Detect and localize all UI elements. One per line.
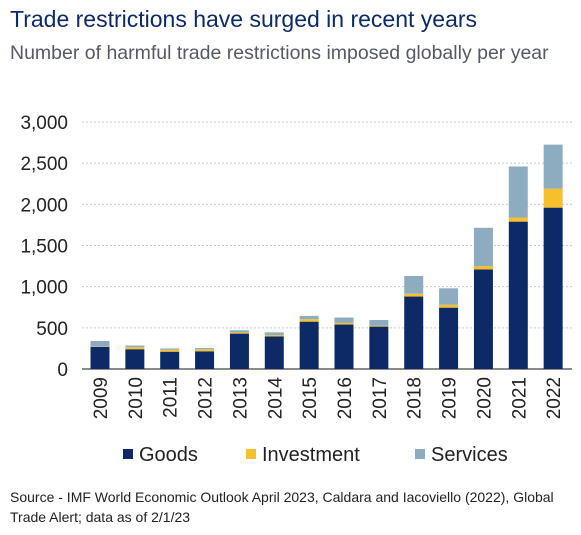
x-tick-label: 2010 [126, 377, 147, 419]
bar-goods-2019 [439, 307, 459, 369]
bar-services-2012 [195, 348, 215, 350]
bar-goods-2012 [195, 351, 215, 369]
bar-goods-2021 [508, 221, 528, 369]
bar-services-2020 [473, 227, 493, 267]
y-tick-label: 0 [57, 360, 68, 381]
source-note: Source - IMF World Economic Outlook Apri… [10, 489, 554, 525]
bar-services-2022 [543, 144, 563, 189]
y-axis-tick-labels: 0 500 1,000 1,500 2,000 2,500 3,000 [20, 113, 68, 381]
bar-goods-2010 [125, 349, 145, 369]
bar-investment-2013 [229, 332, 249, 334]
y-tick-label: 2,500 [20, 154, 68, 175]
bar-services-2018 [404, 275, 424, 294]
bar-services-2011 [160, 348, 180, 350]
bar-services-2021 [508, 166, 528, 218]
legend: Goods Investment Services [123, 444, 508, 466]
bar-goods-2017 [369, 326, 389, 369]
x-tick-label: 2022 [544, 377, 565, 419]
y-tick-label: 2,000 [20, 195, 68, 216]
bar-investment-2011 [160, 349, 180, 352]
x-tick-label: 2020 [474, 377, 495, 419]
bar-services-2009 [90, 341, 110, 347]
legend-label-investment: Investment [262, 444, 360, 466]
bar-investment-2021 [508, 217, 528, 222]
gridlines [82, 121, 572, 370]
bar-investment-2017 [369, 325, 389, 327]
bar-services-2010 [125, 345, 145, 348]
x-tick-label: 2013 [230, 377, 251, 419]
x-tick-label: 2019 [440, 377, 461, 419]
chart-subtitle: Number of harmful trade restrictions imp… [10, 42, 549, 64]
legend-label-services: Services [431, 444, 508, 466]
bar-goods-2009 [90, 346, 110, 369]
bar-services-2017 [369, 320, 389, 326]
bar-investment-2020 [473, 266, 493, 270]
bar-services-2019 [439, 288, 459, 305]
bar-investment-2018 [404, 293, 424, 297]
bar-investment-2014 [264, 335, 284, 337]
bar-investment-2019 [439, 304, 459, 308]
x-tick-label: 2017 [370, 377, 391, 419]
x-axis-tick-labels: 2009 2010 2011 2012 2013 2014 2015 2016 2017 2018… [91, 377, 565, 420]
bar-investment-2012 [195, 349, 215, 352]
x-tick-label: 2021 [509, 377, 530, 419]
x-tick-label: 2015 [300, 377, 321, 419]
bar-services-2015 [299, 315, 319, 320]
x-tick-label: 2014 [265, 377, 286, 420]
y-tick-label: 1,000 [20, 278, 68, 299]
bar-goods-2014 [264, 336, 284, 369]
bar-services-2016 [334, 317, 354, 323]
legend-swatch-services [415, 449, 425, 459]
x-tick-label: 2011 [161, 377, 182, 418]
bar-goods-2013 [229, 333, 249, 369]
y-tick-label: 1,500 [20, 237, 68, 258]
legend-label-goods: Goods [139, 444, 198, 466]
y-tick-label: 500 [36, 319, 68, 340]
legend-swatch-goods [123, 449, 133, 459]
legend-swatch-investment [246, 449, 256, 459]
bar-goods-2016 [334, 324, 354, 369]
bar-services-2013 [229, 330, 249, 333]
x-tick-label: 2016 [335, 377, 356, 419]
chart-title: Trade restrictions have surged in recent… [10, 6, 478, 32]
bar-investment-2022 [543, 188, 563, 208]
x-tick-label: 2018 [405, 377, 426, 419]
x-tick-label: 2009 [91, 377, 112, 419]
bar-goods-2015 [299, 321, 319, 369]
bar-investment-2010 [125, 347, 145, 350]
x-tick-label: 2012 [196, 377, 217, 419]
bar-goods-2011 [160, 351, 180, 369]
bar-investment-2016 [334, 322, 354, 325]
bar-goods-2018 [404, 296, 424, 369]
bar-investment-2015 [299, 319, 319, 322]
bar-goods-2022 [543, 207, 563, 369]
bar-goods-2020 [473, 269, 493, 369]
bar-services-2014 [264, 332, 284, 336]
y-tick-label: 3,000 [20, 113, 68, 134]
bars [90, 144, 563, 369]
